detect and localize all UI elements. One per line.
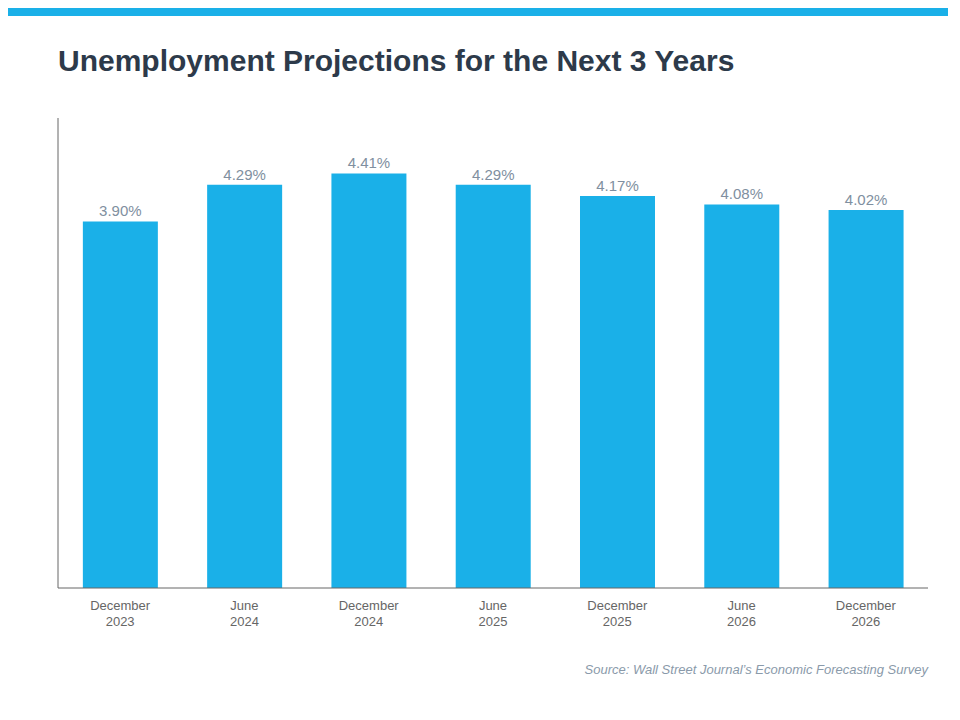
svg-text:December2023: December2023 [90,598,151,629]
svg-text:4.02%: 4.02% [845,191,888,208]
svg-text:4.41%: 4.41% [348,154,391,171]
svg-text:3.90%: 3.90% [99,202,142,219]
svg-text:4.29%: 4.29% [223,166,266,183]
svg-text:4.29%: 4.29% [472,166,515,183]
svg-text:June2025: June2025 [479,598,508,629]
svg-text:June2026: June2026 [727,598,756,629]
svg-text:4.08%: 4.08% [721,185,764,202]
svg-text:December2026: December2026 [836,598,897,629]
html-text:Unemployment Projections for t: Unemployment Projections for the Next 3 … [58,44,735,77]
svg-text:December2025: December2025 [587,598,648,629]
svg-text:4.17%: 4.17% [596,177,639,194]
svg-text:December2024: December2024 [339,598,400,629]
svg-text:June2024: June2024 [230,598,259,629]
html-text:Source: Wall Street Journal’s: Source: Wall Street Journal’s Economic F… [584,662,928,677]
